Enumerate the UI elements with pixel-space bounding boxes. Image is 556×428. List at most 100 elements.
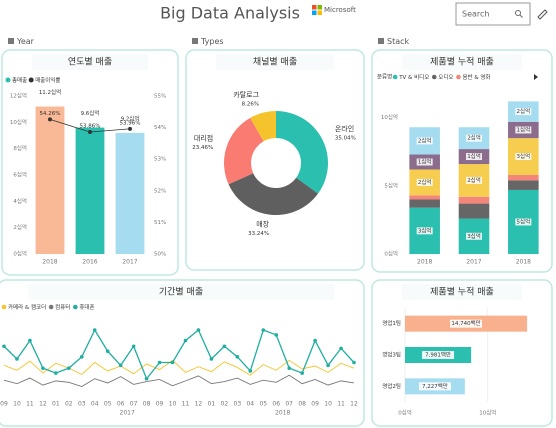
slice-value-label: 35.04% bbox=[335, 136, 356, 142]
segment-label-bg bbox=[466, 153, 482, 161]
legend-marker bbox=[5, 77, 11, 83]
panel-header bbox=[32, 54, 148, 70]
slice-label: 매장 bbox=[256, 220, 269, 229]
legend-scroll-arrow[interactable] bbox=[534, 74, 538, 80]
x-tick-label: 2017 bbox=[122, 259, 137, 266]
logo-text: Microsoft bbox=[324, 6, 356, 14]
x-tick-label: 04 bbox=[246, 401, 254, 408]
donut-slice bbox=[250, 111, 276, 142]
line bbox=[3, 359, 355, 376]
legend-label: 카메라 & 캠코더 bbox=[8, 303, 46, 311]
x-tick-label: 01 bbox=[208, 401, 216, 408]
slice-value-label: 33.24% bbox=[248, 231, 269, 237]
line-marker bbox=[41, 366, 45, 370]
segment-label-bg bbox=[416, 158, 433, 166]
x-tick-label: 2017 bbox=[466, 259, 481, 266]
bar-value-label: 7,227백만 bbox=[422, 382, 448, 390]
logo: Microsoft bbox=[312, 5, 356, 15]
x-tick-label: 05 bbox=[104, 401, 112, 408]
line-marker bbox=[67, 366, 71, 370]
donut-slice bbox=[276, 111, 329, 194]
search-icon[interactable] bbox=[515, 10, 521, 16]
x-tick-label: 08 bbox=[143, 401, 151, 408]
panel-title: 연도별 매출 bbox=[68, 57, 112, 68]
segment-label-bg bbox=[515, 108, 532, 116]
line-marker bbox=[183, 338, 188, 343]
x-tick-label: 08 bbox=[298, 401, 306, 408]
x-tick-label: 10십억 bbox=[479, 409, 496, 417]
panel-title: 제품별 누적 매출 bbox=[430, 56, 494, 68]
legend-marker bbox=[73, 304, 78, 310]
x-tick-label: 10 bbox=[169, 401, 177, 408]
line-marker bbox=[2, 344, 6, 349]
panel bbox=[0, 279, 365, 427]
bar-segment bbox=[458, 196, 490, 204]
bar-value-label: 7,981백만 bbox=[425, 351, 451, 359]
segment-value-label: 5십억 bbox=[517, 217, 531, 225]
y-tick-label: 10십억 bbox=[381, 113, 398, 121]
logo-square bbox=[312, 5, 317, 10]
line-marker bbox=[248, 369, 253, 373]
y2-tick-label: 53% bbox=[154, 157, 166, 163]
value-label-bg bbox=[450, 319, 483, 328]
line-marker bbox=[313, 338, 317, 343]
legend-label: 총매출 bbox=[12, 76, 27, 84]
section-label: Year bbox=[16, 37, 35, 46]
y-tick-label: 10십억 bbox=[10, 118, 27, 126]
x-tick-label: 11 bbox=[26, 401, 34, 408]
line-marker bbox=[118, 363, 123, 368]
legend-title: 분류명 bbox=[377, 74, 392, 81]
x-tick-label: 01 bbox=[52, 401, 60, 408]
x-tick-label: 07 bbox=[130, 401, 138, 408]
slice-label: 카탈로그 bbox=[233, 90, 259, 99]
line-marker bbox=[196, 328, 201, 332]
search-field[interactable] bbox=[455, 2, 531, 26]
segment-value-label: 2십억 bbox=[467, 176, 481, 184]
line-marker bbox=[128, 126, 132, 131]
line-value-label: 53.86% bbox=[80, 124, 101, 130]
segment-value-label: 1십억 bbox=[517, 125, 531, 133]
section-marker bbox=[192, 38, 198, 44]
panel bbox=[185, 49, 365, 271]
x-tick-label: 05 bbox=[259, 401, 267, 408]
line-marker bbox=[235, 355, 240, 359]
bar-segment bbox=[409, 195, 440, 200]
y-tick-label: 2십억 bbox=[13, 223, 27, 231]
x-tick-label: 2018 bbox=[516, 259, 531, 266]
line-marker bbox=[222, 344, 227, 349]
y2-tick-label: 55% bbox=[154, 94, 166, 100]
bar bbox=[35, 106, 65, 255]
segment-label-bg bbox=[515, 153, 532, 161]
section-label: Types bbox=[200, 37, 224, 46]
line-marker bbox=[144, 376, 149, 381]
x-tick-label: 0십억 bbox=[398, 409, 412, 417]
bar-value-label: 14,740백만 bbox=[451, 319, 480, 327]
x-tick-label: 09 bbox=[0, 401, 8, 408]
line-marker bbox=[157, 360, 162, 365]
legend-label: 매출이익률 bbox=[35, 76, 60, 84]
logo-square bbox=[312, 10, 317, 15]
line-marker bbox=[131, 344, 136, 349]
y2-tick-label: 51% bbox=[154, 220, 166, 226]
legend-label: 휴대폰 bbox=[79, 303, 94, 311]
logo-square bbox=[317, 5, 322, 10]
search-box[interactable]: Search bbox=[455, 2, 531, 26]
y2-tick-label: 52% bbox=[154, 188, 166, 194]
x-tick-label: 06 bbox=[117, 401, 125, 408]
y2-tick-label: 54% bbox=[154, 125, 166, 131]
y-tick-label: 영업1팀 bbox=[382, 319, 401, 327]
search-placeholder: Search bbox=[462, 10, 489, 19]
line-marker bbox=[79, 355, 84, 359]
y-tick-label: 0십억 bbox=[13, 250, 27, 258]
panel-header bbox=[28, 284, 334, 300]
line-value-label: 53.96% bbox=[120, 120, 141, 126]
panel-header bbox=[402, 284, 522, 300]
legend-marker bbox=[48, 304, 54, 310]
x-tick-label: 02 bbox=[221, 401, 229, 408]
edit-icon[interactable] bbox=[537, 9, 548, 20]
segment-label-bg bbox=[515, 218, 532, 226]
bar-segment bbox=[508, 180, 539, 190]
bar-segment bbox=[409, 199, 440, 208]
